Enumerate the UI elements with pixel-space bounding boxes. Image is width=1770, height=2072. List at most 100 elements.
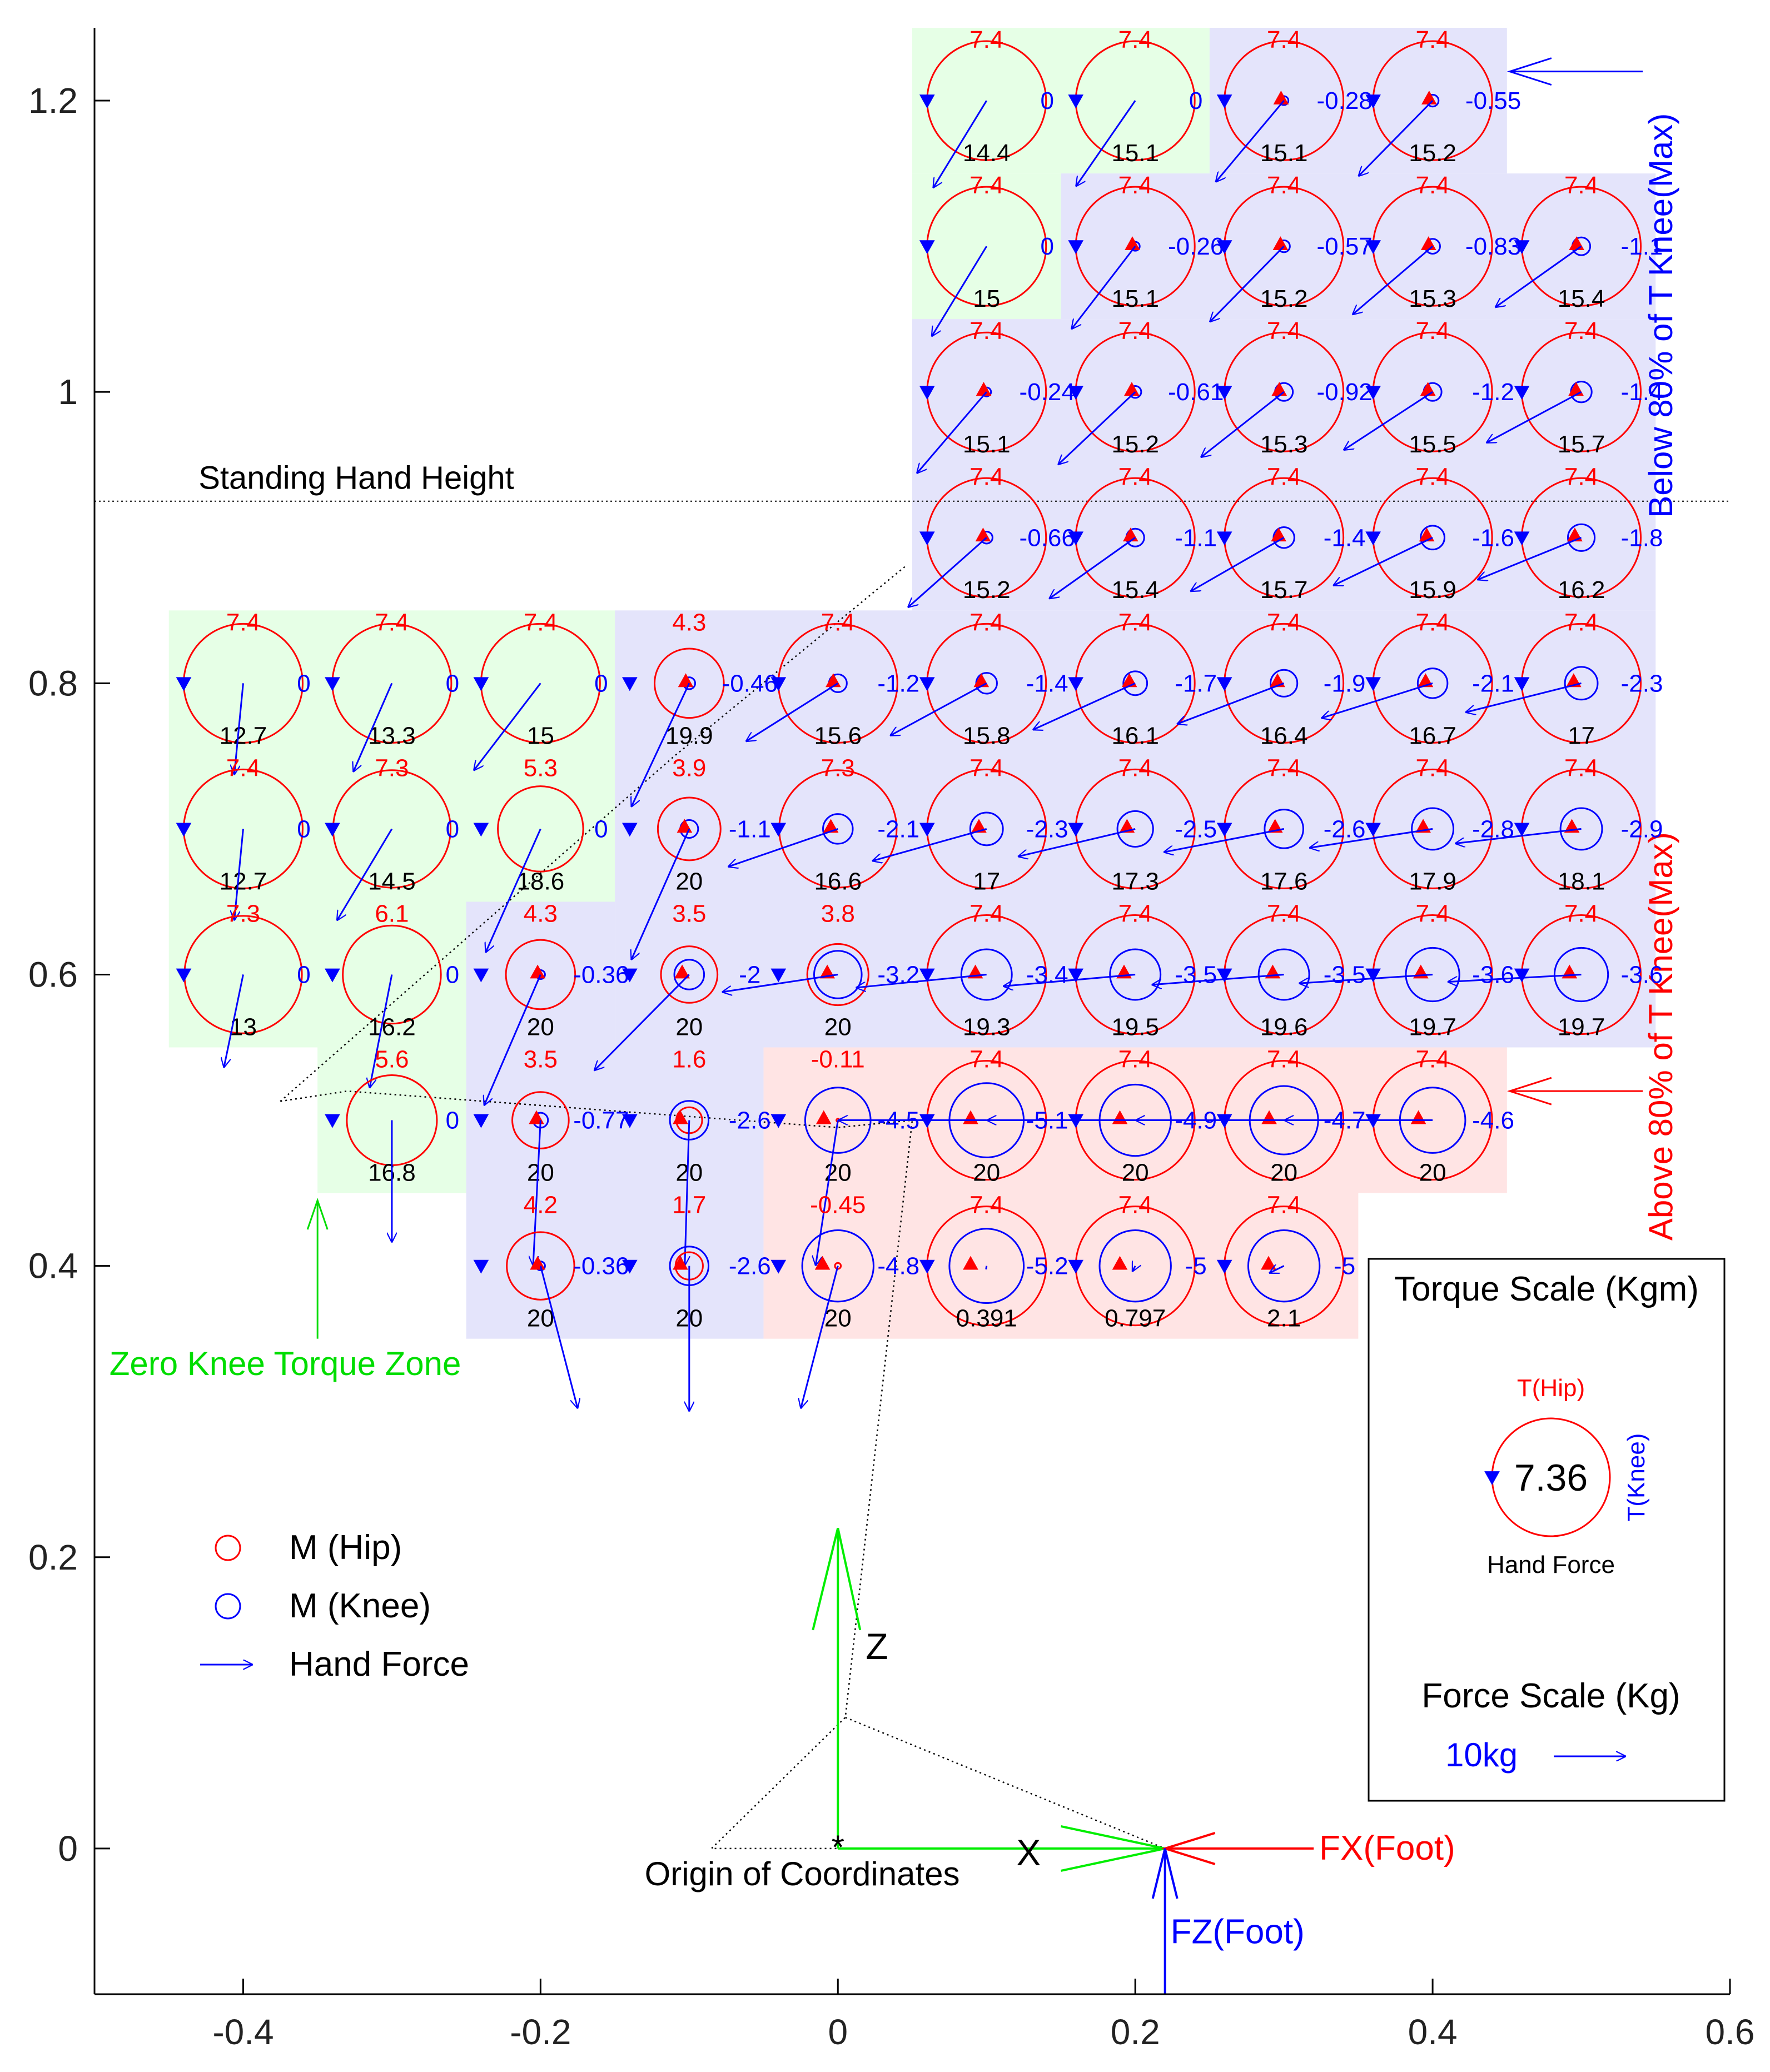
- hip-torque-label: 7.4: [226, 609, 260, 636]
- knee-torque-circle: [1122, 670, 1148, 696]
- hand-force-label: 15.2: [963, 576, 1011, 604]
- data-point: 7.4 -2.5 17.3: [1018, 754, 1217, 895]
- data-point: 7.4 -5 2.1: [1216, 1192, 1355, 1332]
- hip-direction-marker: [473, 1259, 489, 1274]
- hip-torque-label: 1.7: [672, 1192, 706, 1219]
- hand-force-label: 20: [675, 1013, 703, 1040]
- hip-torque-label: 7.4: [1416, 754, 1450, 781]
- y-tick-label: 0.8: [28, 663, 78, 703]
- hand-force-arrow: [1269, 1266, 1285, 1274]
- knee-torque-circle: [969, 811, 1004, 846]
- below-80-label: Below 80% of T Knee(Max): [1642, 113, 1679, 518]
- z-axis-head-left: [812, 1527, 839, 1631]
- data-point: 4.3 -0.46 19.9: [622, 609, 778, 807]
- zero-zone-label: Zero Knee Torque Zone: [110, 1345, 461, 1382]
- data-point: 7.4 -0.57 15.2: [1210, 172, 1373, 322]
- y-tick-label: 0: [58, 1829, 78, 1869]
- hip-direction-marker: [1068, 386, 1084, 400]
- hip-direction-marker: [770, 1114, 787, 1128]
- knee-torque-circle: [1247, 1229, 1321, 1303]
- hand-force-arrow: [632, 828, 690, 960]
- x-tick-label: 0: [828, 2012, 848, 2052]
- knee-torque-label: 0: [1189, 87, 1202, 114]
- hip-torque-label: 7.4: [1416, 463, 1450, 490]
- knee-torque-label: -3.6: [1621, 961, 1663, 988]
- legend-hand-force-label: Hand Force: [289, 1645, 469, 1684]
- hand-force-label: 17: [1568, 722, 1595, 749]
- hand-force-arrow: [728, 828, 838, 866]
- hip-torque-label: 7.4: [1564, 463, 1598, 490]
- hand-force-arrow: [917, 391, 987, 474]
- hand-force-label: 20: [675, 868, 703, 895]
- torque-scale-title: Torque Scale (Kgm): [1394, 1270, 1699, 1308]
- data-point: 7.4 -0.66 15.2: [908, 463, 1075, 607]
- knee-torque-circle: [673, 959, 705, 990]
- data-point: 7.4 0 15: [919, 172, 1054, 336]
- hip-torque-label: -0.45: [810, 1192, 866, 1219]
- hand-force-label: 19.6: [1260, 1013, 1308, 1040]
- hip-torque-label: -0.11: [811, 1046, 865, 1073]
- knee-torque-label: -3.5: [1324, 961, 1366, 988]
- scale-knee-label: T(Knee): [1623, 1433, 1650, 1522]
- hip-direction-marker: [770, 823, 787, 837]
- knee-torque-label: 0: [297, 815, 310, 843]
- hip-torque-label: 7.4: [524, 609, 558, 636]
- hand-force-label: 16.2: [368, 1013, 416, 1040]
- x-axis-head-top: [1061, 1825, 1166, 1850]
- knee-torque-label: -1.1: [1175, 524, 1217, 551]
- hip-direction-marker: [1365, 386, 1381, 400]
- hip-direction-marker: [1216, 386, 1232, 400]
- hip-direction-marker: [622, 823, 638, 837]
- scale-hip-label: T(Hip): [1517, 1374, 1585, 1402]
- hip-torque-label: 3.5: [672, 900, 706, 927]
- knee-torque-label: -3.6: [1472, 961, 1514, 988]
- hip-direction-marker: [1365, 677, 1381, 691]
- knee-torque-circle: [960, 948, 1013, 1001]
- hip-direction-marker: [919, 94, 935, 109]
- hip-torque-label: 7.4: [1416, 900, 1450, 927]
- knee-torque-label: -3.5: [1175, 961, 1217, 988]
- hip-torque-label: 7.4: [1267, 463, 1301, 490]
- hand-force-label: 20: [527, 1305, 554, 1332]
- hand-force-label: 20: [1122, 1159, 1149, 1187]
- hip-torque-label: 7.4: [969, 609, 1003, 636]
- hip-torque-label: 7.4: [1118, 463, 1152, 490]
- knee-torque-label: -2.1: [877, 815, 919, 843]
- hand-force-arrow: [985, 1266, 988, 1270]
- hand-force-label: 15: [973, 285, 1000, 312]
- data-point: 7.4 0 15: [474, 609, 608, 770]
- z-axis-head-right: [837, 1527, 862, 1631]
- hip-torque-label: 7.3: [821, 754, 855, 781]
- x-axis-head-bottom: [1061, 1847, 1166, 1872]
- hand-force-arrow: [1477, 536, 1582, 580]
- hip-torque-label: 7.4: [1267, 172, 1301, 199]
- data-point: 7.4 -1.4 15.7: [1190, 463, 1366, 604]
- hip-direction-marker: [473, 823, 489, 837]
- y-tick-label: 1: [58, 372, 78, 412]
- knee-torque-label: -1.4: [1621, 378, 1663, 406]
- data-point: 7.3 0 14.5: [325, 754, 459, 920]
- hand-force-arrow: [1333, 536, 1433, 585]
- knee-torque-label: -0.77: [573, 1107, 629, 1134]
- hand-force-arrow: [722, 973, 838, 992]
- hand-force-arrow: [1216, 100, 1285, 182]
- hip-torque-circle: [505, 939, 576, 1010]
- hand-force-arrow: [1177, 682, 1285, 724]
- hip-torque-label: 7.4: [1416, 609, 1450, 636]
- data-point: 7.4 -0.61 15.2: [1058, 317, 1224, 465]
- hand-force-label: 15.8: [963, 722, 1011, 749]
- data-point: 3.5 -0.77 20: [473, 1046, 629, 1266]
- knee-torque-label: -0.46: [722, 670, 778, 697]
- hip-torque-label: 7.4: [1564, 754, 1598, 781]
- hip-direction-marker: [1514, 240, 1530, 255]
- data-point: 7.4 -0.24 15.1: [917, 317, 1075, 474]
- hip-direction-marker: [325, 677, 340, 691]
- data-point: 7.4 0 15.1: [1068, 26, 1202, 187]
- hip-direction-marker: [176, 677, 192, 691]
- hand-force-label: 15: [527, 722, 554, 749]
- x-tick-label: -0.2: [510, 2012, 571, 2052]
- hand-force-arrow: [1465, 682, 1582, 712]
- hand-force-label: 0.797: [1105, 1305, 1166, 1332]
- hand-force-label: 14.4: [963, 140, 1011, 167]
- knee-direction-marker: [1112, 1256, 1128, 1270]
